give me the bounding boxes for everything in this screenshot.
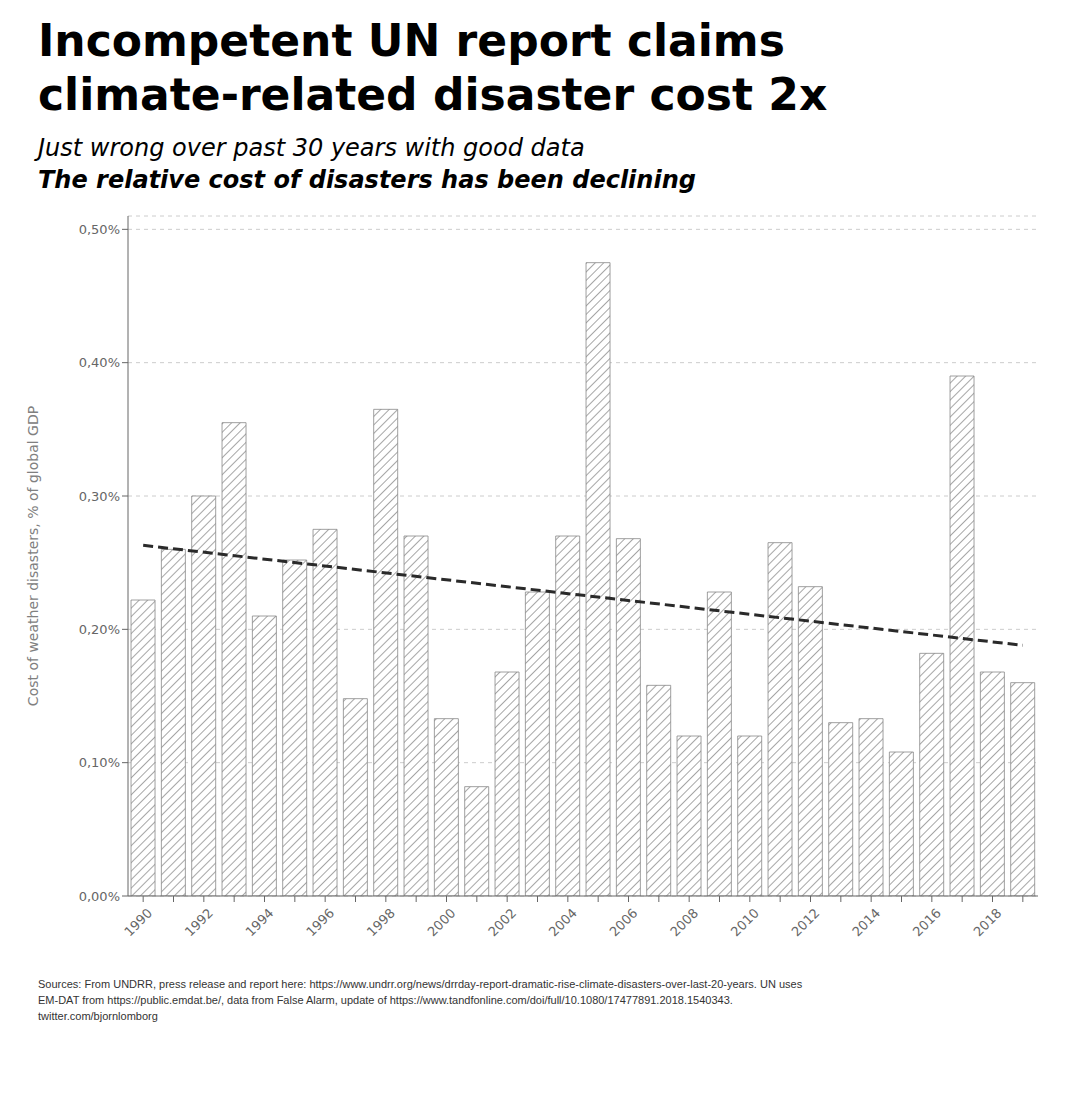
svg-text:0,30%: 0,30% bbox=[79, 489, 120, 504]
svg-text:2008: 2008 bbox=[667, 905, 701, 939]
svg-text:1998: 1998 bbox=[364, 905, 398, 939]
svg-text:0,00%: 0,00% bbox=[79, 889, 120, 904]
svg-text:2016: 2016 bbox=[910, 905, 944, 939]
svg-text:2006: 2006 bbox=[607, 905, 641, 939]
svg-text:0,20%: 0,20% bbox=[79, 622, 120, 637]
svg-text:2010: 2010 bbox=[728, 905, 762, 939]
svg-text:0,40%: 0,40% bbox=[79, 355, 120, 370]
svg-text:1990: 1990 bbox=[121, 905, 155, 939]
html-text:Just wrong over past 30 years: Just wrong over past 30 years with good … bbox=[38, 134, 585, 162]
html-text:Sources: From UNDRR, press rel: Sources: From UNDRR, press release and r… bbox=[38, 978, 803, 1022]
html-text:Incompetent UN report claims: Incompetent UN report claims bbox=[38, 15, 785, 66]
svg-text:2014: 2014 bbox=[849, 905, 883, 939]
svg-text:2002: 2002 bbox=[485, 905, 519, 939]
svg-text:2012: 2012 bbox=[789, 905, 823, 939]
svg-text:2004: 2004 bbox=[546, 905, 580, 939]
svg-text:Cost of weather disasters, % o: Cost of weather disasters, % of global G… bbox=[25, 406, 41, 706]
svg-text:1994: 1994 bbox=[243, 905, 277, 939]
svg-text:1996: 1996 bbox=[303, 905, 337, 939]
svg-text:2000: 2000 bbox=[425, 905, 459, 939]
svg-text:0,10%: 0,10% bbox=[79, 755, 120, 770]
svg-text:1992: 1992 bbox=[182, 905, 216, 939]
html-text:The relative cost of disasters: The relative cost of disasters has been … bbox=[38, 166, 696, 194]
svg-text:2018: 2018 bbox=[971, 905, 1005, 939]
html-text:climate-related disaster cost: climate-related disaster cost 2x bbox=[38, 69, 828, 120]
svg-text:0,50%: 0,50% bbox=[79, 222, 120, 237]
